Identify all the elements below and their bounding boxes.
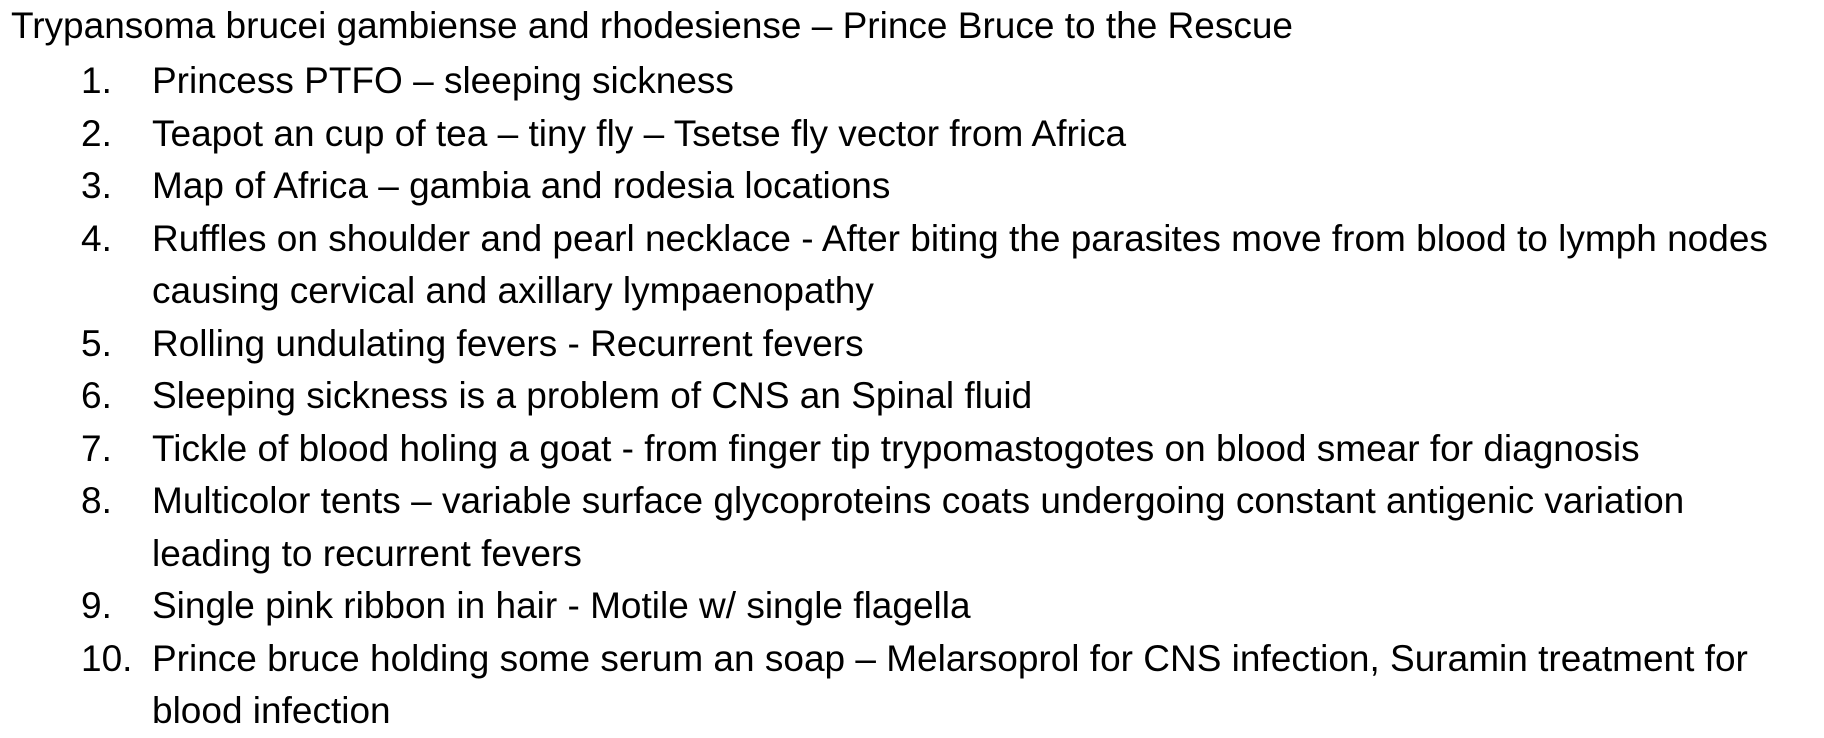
list-item-number: 10.	[81, 637, 133, 679]
list-item-text: Prince bruce holding some serum an soap …	[152, 637, 1748, 732]
list-item-text: Tickle of blood holing a goat - from fin…	[152, 427, 1640, 469]
list-item-text: Sleeping sickness is a problem of CNS an…	[152, 375, 1033, 416]
list-item: 8. Multicolor tents – variable surface g…	[11, 475, 1811, 580]
list-item: 3. Map of Africa – gambia and rodesia lo…	[11, 160, 1811, 213]
document: Trypansoma brucei gambiense and rhodesie…	[11, 2, 1811, 738]
document-title: Trypansoma brucei gambiense and rhodesie…	[11, 5, 1294, 46]
list-item-text: Multicolor tents – variable surface glyc…	[152, 480, 1685, 574]
list-item-number: 5.	[81, 322, 112, 364]
list-item-number: 8.	[81, 480, 112, 521]
list-item-text: Princess PTFO – sleeping sickness	[152, 60, 734, 101]
list-item: 1. Princess PTFO – sleeping sickness	[11, 55, 1811, 108]
list-item-text: Map of Africa – gambia and rodesia locat…	[152, 165, 891, 206]
list-item: 5. Rolling undulating fevers - Recurrent…	[11, 318, 1811, 371]
list-item: 7. Tickle of blood holing a goat - from …	[11, 423, 1811, 476]
list-item-number: 6.	[81, 375, 112, 416]
list-item: 10. Prince bruce holding some serum an s…	[11, 633, 1811, 738]
list-item: 6. Sleeping sickness is a problem of CNS…	[11, 370, 1811, 423]
list-item-number: 4.	[81, 217, 112, 259]
list-item-number: 7.	[81, 427, 112, 469]
list-item: 9. Single pink ribbon in hair - Motile w…	[11, 580, 1811, 633]
list-item-text: Rolling undulating fevers - Recurrent fe…	[152, 322, 864, 364]
list-item-number: 3.	[81, 165, 112, 206]
list-item: 2. Teapot an cup of tea – tiny fly – Tse…	[11, 108, 1811, 161]
list-item-text: Single pink ribbon in hair - Motile w/ s…	[152, 585, 971, 626]
list-item-text: Ruffles on shoulder and pearl necklace -…	[152, 217, 1768, 312]
list-item-text: Teapot an cup of tea – tiny fly – Tsetse…	[152, 112, 1127, 154]
list-item-number: 9.	[81, 585, 112, 626]
list-item-number: 1.	[81, 60, 112, 101]
numbered-list: 1. Princess PTFO – sleeping sickness 2. …	[11, 55, 1811, 738]
list-item: 4. Ruffles on shoulder and pearl necklac…	[11, 213, 1811, 318]
list-item-number: 2.	[81, 112, 112, 154]
